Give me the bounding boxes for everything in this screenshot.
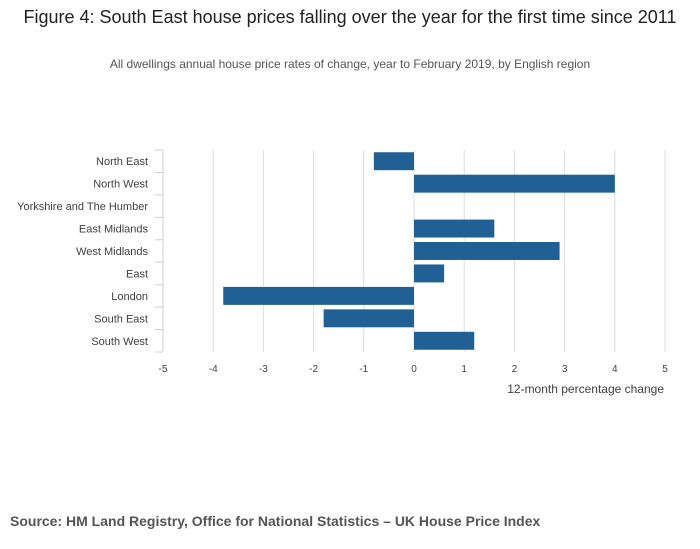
- x-tick-label: 0: [411, 364, 417, 375]
- source-note: Source: HM Land Registry, Office for Nat…: [10, 513, 541, 529]
- bars: [223, 152, 615, 350]
- bar: [414, 174, 615, 193]
- y-axis: [155, 149, 164, 353]
- chart-subtitle: All dwellings annual house price rates o…: [109, 57, 591, 71]
- category-labels: North East North West Yorkshire and The Hu…: [17, 156, 148, 348]
- category-label: South East: [94, 313, 148, 325]
- bar: [414, 242, 560, 260]
- x-tick-label: 4: [612, 364, 618, 375]
- category-label: North East: [96, 156, 148, 168]
- x-tick-label: 3: [562, 364, 568, 375]
- bar: [323, 309, 414, 328]
- x-tick-label: -3: [259, 364, 268, 375]
- x-tick-label: -2: [309, 364, 318, 375]
- x-tick-label: -4: [209, 364, 218, 375]
- bar: [223, 286, 414, 305]
- category-label: Yorkshire and The Humber: [17, 201, 148, 213]
- bar: [414, 219, 495, 238]
- bar: [373, 152, 414, 171]
- x-tick-labels: -5 -4 -3 -2 -1 0 1 2 3 4 5: [159, 364, 669, 375]
- category-label: South West: [91, 336, 148, 348]
- category-label: East: [126, 268, 148, 280]
- x-tick-label: 1: [461, 364, 467, 375]
- category-label: West Midlands: [76, 246, 148, 258]
- x-tick-label: -5: [159, 364, 168, 375]
- x-tick-label: -1: [359, 364, 368, 375]
- bar: [414, 331, 475, 350]
- x-tick-label: 2: [512, 364, 518, 375]
- category-label: East Midlands: [79, 224, 149, 236]
- category-label: North West: [93, 179, 148, 191]
- bar: [414, 264, 445, 283]
- x-axis-title: 12-month percentage change: [507, 382, 664, 396]
- category-label: London: [111, 291, 148, 303]
- x-tick-label: 5: [662, 364, 668, 375]
- chart-title: Figure 4: South East house prices fallin…: [23, 7, 677, 27]
